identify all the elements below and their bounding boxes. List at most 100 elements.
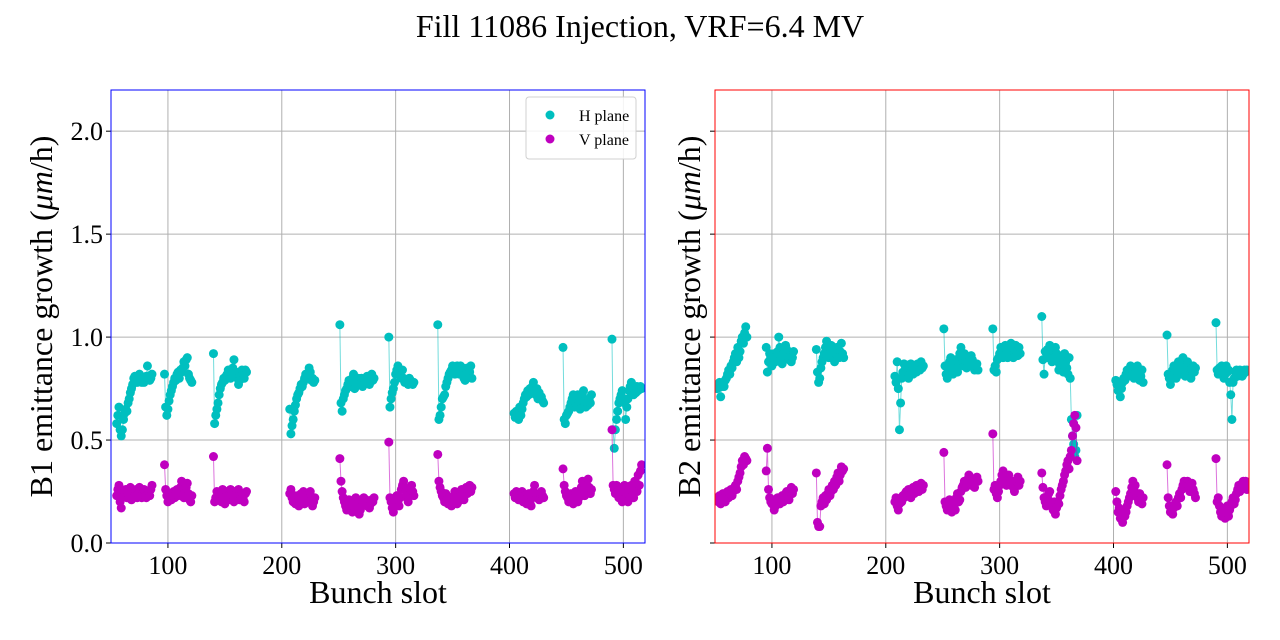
y-tick-label: 0.0 [71,529,104,558]
data-point [466,361,476,371]
data-point [560,419,570,429]
data-point [1190,493,1200,503]
x-tick-label: 500 [1208,551,1247,580]
data-point [558,342,568,352]
data-point [637,384,645,394]
data-point [305,487,315,497]
y-axis-label-part: B2 emittance growth ( [671,210,707,497]
data-point [811,344,821,354]
data-point [241,367,251,377]
data-point [1015,349,1025,359]
data-point [973,476,983,486]
data-point [1066,445,1076,455]
legend-marker-v-plane [545,134,555,144]
data-point [114,402,124,412]
data-point [1190,363,1200,373]
data-point [433,320,443,330]
data-point [160,369,170,379]
data-point [1163,493,1173,503]
data-point [1015,476,1025,486]
plot-area [715,312,1249,532]
data-point [815,373,825,383]
data-point [397,365,407,375]
data-point [988,324,998,334]
data-point [1130,480,1140,490]
data-point [116,503,126,513]
data-point [440,390,450,400]
data-point [1227,414,1237,424]
data-point [210,419,220,429]
data-point [953,367,963,377]
legend: H plane V plane [525,96,637,160]
data-point [774,332,784,342]
data-point [1242,365,1249,375]
data-point [893,384,903,394]
data-point [621,414,631,424]
y-axis-label-part: B1 emittance growth ( [23,210,59,497]
data-point [1226,390,1236,400]
data-point [1064,353,1074,363]
data-point [336,476,346,486]
data-point [1165,379,1175,389]
y-axis-label-part: μm [671,171,707,211]
data-point [1137,365,1147,375]
b2-panel: 100 200 300 400 500 Bunch slot B2 emittance gr… [671,89,1250,610]
data-point [918,480,928,490]
data-point [586,390,596,400]
data-point [586,484,596,494]
data-point [892,357,902,367]
data-point [896,398,906,408]
data-point [991,367,1001,377]
data-point [815,522,825,532]
data-point [1138,377,1148,387]
data-point [607,425,617,435]
data-point [467,373,477,383]
x-tick-label: 300 [376,551,415,580]
data-point [390,377,400,387]
data-point [117,425,127,435]
y-axis-label-part: /h) [671,136,707,172]
data-point [839,353,849,363]
data-point [1071,423,1081,433]
data-point [310,493,320,503]
data-point [384,332,394,342]
data-point [409,491,419,501]
data-point [1138,493,1148,503]
data-point [163,404,173,414]
data-point [147,369,157,379]
data-point [1070,410,1080,420]
data-point [337,406,347,416]
data-point [241,487,251,497]
data-point [637,460,645,470]
data-point [1038,482,1048,492]
data-point [1039,369,1049,379]
data-point [539,398,549,408]
data-point [1072,456,1082,466]
data-point [114,480,124,490]
data-point [839,464,849,474]
data-point [409,377,419,387]
data-point [613,406,623,416]
data-point [1064,464,1074,474]
data-point [1162,460,1172,470]
data-point [147,480,157,490]
data-point [539,493,549,503]
data-point [579,386,589,396]
data-point [732,484,742,494]
data-point [435,410,445,420]
legend-label: H plane [579,108,629,125]
y-tick-label: 0.5 [71,426,104,455]
data-point [1045,487,1055,497]
data-point [1241,476,1249,486]
x-tick-label: 400 [490,551,529,580]
data-point [988,429,998,439]
data-point [762,443,772,453]
y-axis-label-part: /h) [23,136,59,172]
data-point [607,334,617,344]
y-axis-label: B2 emittance growth (μm/h) [671,136,707,498]
data-point [229,355,239,365]
data-point [762,367,772,377]
data-point [1176,493,1186,503]
data-point [436,402,446,412]
axes-frame [110,89,646,544]
